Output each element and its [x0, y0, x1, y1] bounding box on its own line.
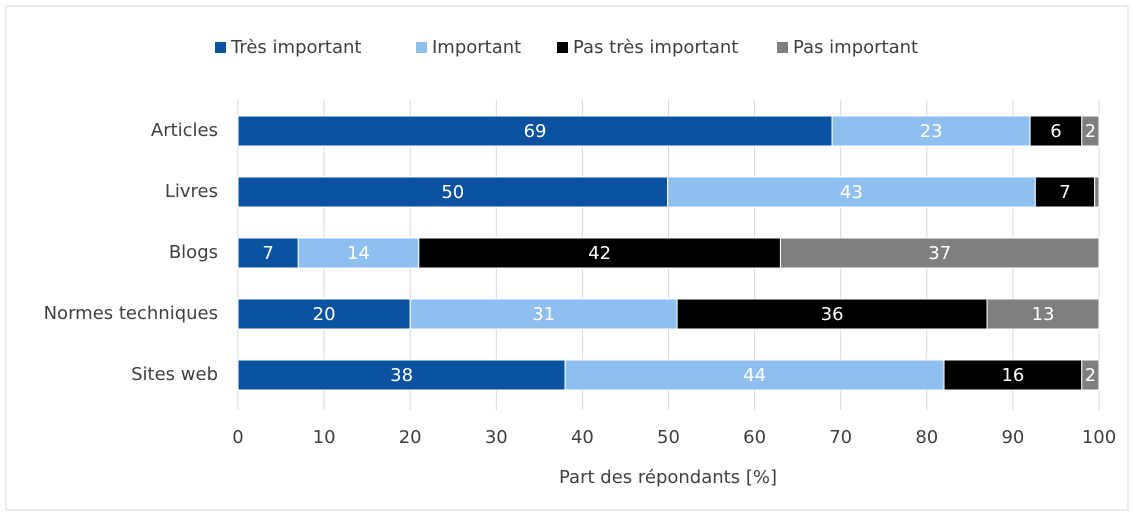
x-tick-label: 90: [1001, 427, 1024, 448]
data-label: 7: [262, 243, 273, 264]
legend-label: Important: [432, 37, 521, 58]
data-label: 44: [743, 365, 766, 386]
data-label: 2: [1085, 121, 1096, 142]
legend-swatch: [416, 42, 427, 53]
bar-segment: [418, 237, 781, 269]
data-label: 50: [441, 182, 464, 203]
x-tick-label: 0: [232, 427, 243, 448]
bar-segment: [237, 298, 411, 330]
x-tick-label: 10: [313, 427, 336, 448]
y-tick-label: Normes techniques: [44, 303, 218, 324]
legend-swatch: [215, 42, 226, 53]
data-label: 14: [347, 243, 370, 264]
bar-segment: [943, 359, 1083, 391]
bar-segment: [676, 298, 988, 330]
data-label: 42: [588, 243, 611, 264]
data-label: 2: [1085, 365, 1096, 386]
legend-label: Pas très important: [573, 37, 738, 58]
y-tick-label: Sites web: [131, 364, 218, 385]
bar-segment: [409, 298, 678, 330]
x-tick-label: 50: [657, 427, 680, 448]
data-label: 20: [313, 304, 336, 325]
data-label: 6: [1050, 121, 1061, 142]
bar-segment: [564, 359, 945, 391]
legend-swatch: [777, 42, 788, 53]
legend-label: Très important: [230, 37, 361, 58]
y-tick-label: Livres: [165, 181, 218, 202]
legend-label: Pas important: [793, 37, 918, 58]
y-tick-label: Blogs: [169, 242, 218, 263]
x-tick-label: 100: [1082, 427, 1116, 448]
x-axis-title: Part des répondants [%]: [559, 467, 777, 488]
bar-segment: [667, 176, 1036, 208]
bar-segment: [1081, 359, 1100, 391]
bar-segment: [986, 298, 1100, 330]
data-label: 31: [532, 304, 555, 325]
bar-segment: [1094, 176, 1100, 208]
data-label: 13: [1032, 304, 1055, 325]
bar-segment: [237, 115, 833, 147]
data-label: 7: [1059, 182, 1070, 203]
data-label: 38: [390, 365, 413, 386]
bar-segment: [1034, 176, 1096, 208]
bar-segment: [779, 237, 1100, 269]
x-tick-label: 40: [571, 427, 594, 448]
bar-segment: [237, 237, 299, 269]
y-tick-label: Articles: [151, 120, 218, 141]
data-label: 69: [524, 121, 547, 142]
x-tick-label: 20: [399, 427, 422, 448]
bar-segment: [1081, 115, 1100, 147]
legend-swatch: [557, 42, 568, 53]
data-label: 37: [928, 243, 951, 264]
data-label: 16: [1001, 365, 1024, 386]
x-tick-label: 70: [829, 427, 852, 448]
x-tick-label: 30: [485, 427, 508, 448]
data-label: 43: [840, 182, 863, 203]
x-tick-label: 60: [743, 427, 766, 448]
data-label: 23: [920, 121, 943, 142]
bar-segment: [1029, 115, 1083, 147]
bar-segment: [237, 359, 566, 391]
x-tick-label: 80: [915, 427, 938, 448]
data-label: 36: [821, 304, 844, 325]
